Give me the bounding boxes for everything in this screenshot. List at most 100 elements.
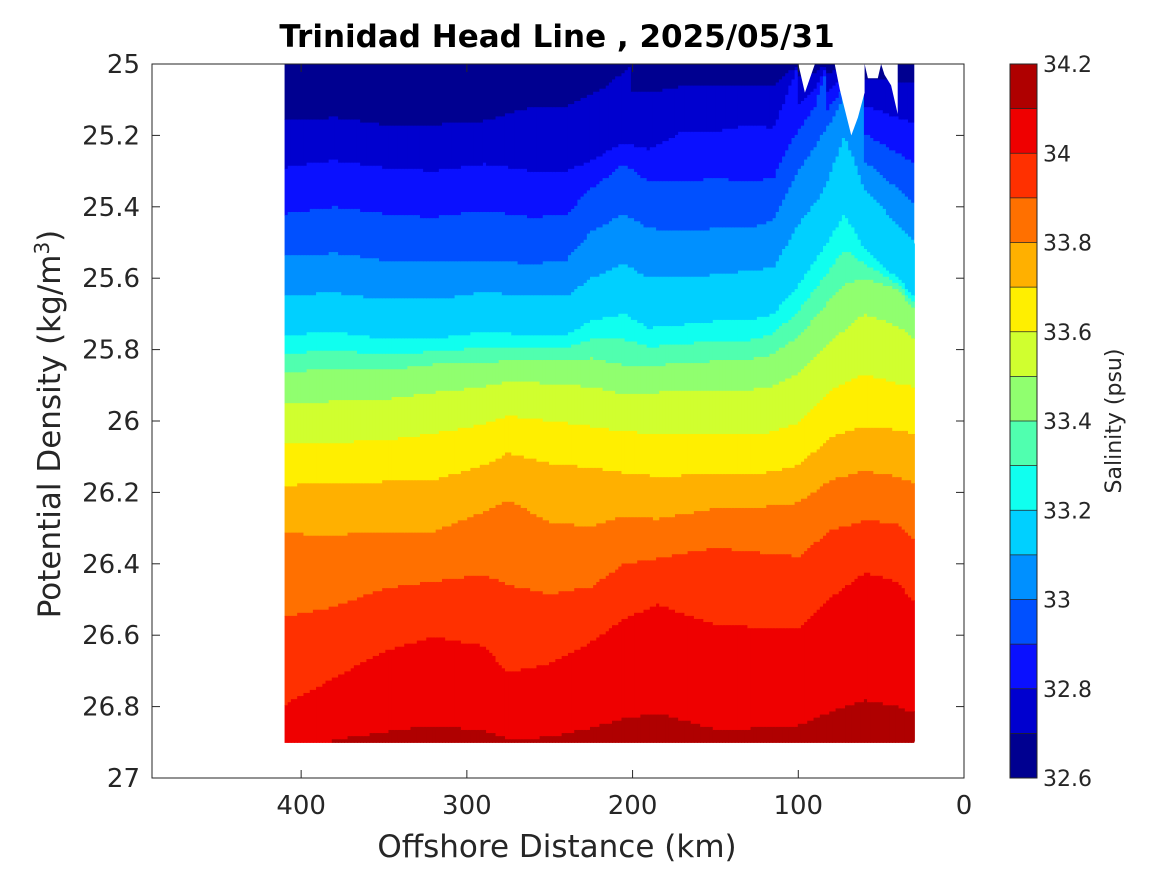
field-cell bbox=[596, 359, 601, 389]
field-cell bbox=[429, 637, 434, 728]
field-cell bbox=[385, 338, 390, 355]
field-cell bbox=[423, 480, 427, 534]
field-cell bbox=[785, 73, 789, 96]
field-cell bbox=[684, 276, 689, 324]
field-cell bbox=[413, 64, 418, 127]
field-cell bbox=[627, 267, 632, 318]
field-cell bbox=[407, 480, 412, 534]
field-cell bbox=[863, 64, 868, 81]
field-cell bbox=[712, 85, 717, 133]
field-cell bbox=[693, 181, 698, 232]
field-cell bbox=[766, 267, 771, 318]
colorbar-swatch bbox=[1010, 510, 1037, 555]
field-cell bbox=[567, 733, 572, 743]
field-cell bbox=[331, 535, 336, 608]
field-cell bbox=[379, 298, 383, 339]
field-cell bbox=[760, 474, 764, 509]
field-cell bbox=[423, 393, 427, 435]
field-cell bbox=[482, 646, 487, 731]
field-cell bbox=[640, 91, 645, 148]
field-cell bbox=[712, 131, 717, 179]
field-cell bbox=[586, 729, 591, 743]
field-cell bbox=[835, 97, 840, 111]
field-cell bbox=[778, 470, 783, 506]
field-cell bbox=[747, 270, 752, 321]
field-cell bbox=[413, 532, 418, 586]
field-cell bbox=[857, 70, 862, 176]
field-cell bbox=[608, 270, 613, 318]
field-cell bbox=[763, 628, 767, 728]
field-cell bbox=[297, 403, 301, 444]
field-cell bbox=[319, 292, 323, 333]
field-cell bbox=[571, 64, 575, 105]
field-cell bbox=[322, 208, 327, 256]
field-cell bbox=[703, 726, 708, 743]
field-cell bbox=[426, 637, 431, 728]
field-cell bbox=[807, 548, 811, 620]
field-cell bbox=[479, 165, 484, 213]
field-cell bbox=[863, 520, 868, 574]
field-cell bbox=[448, 298, 453, 336]
field-cell bbox=[750, 125, 755, 182]
field-cell bbox=[476, 363, 481, 389]
field-cell bbox=[829, 480, 834, 531]
field-cell bbox=[536, 107, 541, 173]
field-cell bbox=[511, 585, 516, 672]
field-cell bbox=[671, 326, 676, 346]
field-cell bbox=[807, 495, 811, 549]
field-cell bbox=[612, 171, 616, 219]
field-cell bbox=[445, 390, 449, 432]
field-cell bbox=[634, 393, 638, 432]
field-cell bbox=[438, 581, 443, 639]
field-cell bbox=[760, 628, 764, 728]
field-cell bbox=[621, 338, 626, 367]
field-cell bbox=[331, 677, 336, 740]
field-cell bbox=[895, 705, 900, 743]
field-cell bbox=[747, 341, 752, 361]
field-cell bbox=[602, 634, 607, 725]
field-cell bbox=[429, 366, 434, 395]
field-cell bbox=[602, 390, 607, 429]
field-cell bbox=[782, 322, 786, 349]
field-cell bbox=[473, 347, 478, 364]
field-cell bbox=[577, 101, 582, 167]
field-cell bbox=[832, 64, 837, 71]
field-cell bbox=[618, 622, 623, 722]
field-cell bbox=[316, 255, 320, 293]
field-cell bbox=[593, 359, 597, 389]
field-cell bbox=[621, 73, 626, 145]
field-cell bbox=[760, 554, 764, 629]
field-cell bbox=[700, 85, 704, 133]
field-cell bbox=[829, 236, 834, 269]
field-cell bbox=[297, 295, 301, 336]
field-cell bbox=[870, 375, 874, 429]
field-cell bbox=[520, 215, 525, 266]
field-cell bbox=[857, 470, 862, 524]
field-cell bbox=[722, 625, 726, 731]
field-cell bbox=[706, 363, 711, 392]
field-cell bbox=[353, 665, 358, 737]
field-cell bbox=[331, 292, 336, 333]
field-cell bbox=[857, 375, 862, 429]
field-cell bbox=[892, 289, 896, 327]
field-cell bbox=[741, 729, 745, 743]
field-cell bbox=[797, 372, 802, 423]
field-cell bbox=[492, 578, 497, 657]
field-cell bbox=[618, 264, 623, 315]
field-cell bbox=[495, 261, 500, 293]
field-cell bbox=[366, 400, 371, 441]
field-cell bbox=[911, 82, 915, 124]
field-cell bbox=[561, 347, 566, 361]
field-cell bbox=[615, 168, 619, 219]
field-cell bbox=[571, 104, 575, 170]
field-cell bbox=[668, 557, 673, 611]
field-cell bbox=[753, 181, 758, 229]
field-cell bbox=[429, 125, 434, 173]
field-cell bbox=[810, 720, 815, 743]
field-cell bbox=[539, 461, 544, 518]
no-data-mask bbox=[798, 64, 964, 778]
field-cell bbox=[624, 430, 629, 475]
field-cell bbox=[306, 612, 311, 694]
field-cell bbox=[486, 464, 490, 512]
field-cell bbox=[432, 480, 437, 534]
